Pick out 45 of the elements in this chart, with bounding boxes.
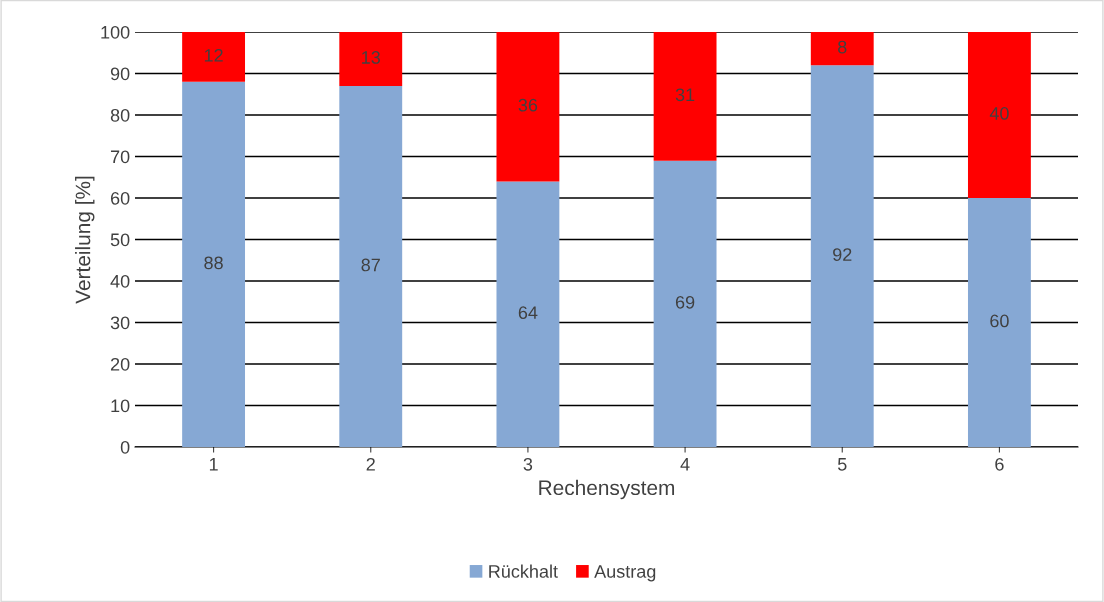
data-label: 13: [362, 51, 380, 64]
bar: [653, 160, 717, 447]
y-tick-label: 100: [101, 25, 130, 39]
x-tick-label: 6: [995, 457, 1004, 471]
bar: [182, 81, 246, 447]
legend-label: Rückhalt: [489, 564, 558, 578]
bar: [339, 32, 403, 86]
bar: [339, 85, 403, 447]
x-tick-label: 2: [366, 457, 375, 471]
bar: [967, 198, 1031, 447]
y-tick-label: 0: [120, 440, 130, 454]
bar: [182, 32, 246, 82]
y-tick-label: 40: [110, 274, 130, 288]
data-label: 60: [990, 314, 1009, 328]
y-tick-label: 70: [110, 150, 130, 164]
x-tick-label: 1: [209, 458, 218, 471]
y-tick-label: 90: [110, 67, 130, 81]
data-label: 31: [675, 88, 695, 102]
x-tick-label: 4: [680, 458, 690, 471]
bar: [967, 32, 1031, 198]
data-label: 40: [989, 107, 1009, 120]
x-tick-label: 3: [523, 457, 533, 471]
data-label: 36: [518, 98, 538, 112]
data-label: 88: [204, 256, 223, 270]
bar: [496, 32, 560, 182]
x-tick-label: 5: [837, 458, 847, 471]
y-tick-label: 60: [110, 191, 130, 205]
bar: [810, 32, 874, 66]
data-label: 92: [833, 248, 852, 261]
x-axis-title: Rechensystem: [539, 479, 675, 500]
data-label: 64: [518, 306, 538, 320]
y-tick-label: 10: [111, 399, 130, 413]
y-axis-title: Verteilung [%]: [75, 176, 95, 304]
data-label: 8: [838, 40, 847, 54]
y-tick-label: 80: [110, 108, 130, 122]
data-label: 12: [204, 48, 223, 62]
y-tick-label: 50: [110, 233, 130, 247]
bar: [653, 32, 717, 161]
y-tick-label: 20: [110, 357, 130, 371]
bar: [496, 181, 560, 447]
bar: [810, 65, 874, 447]
y-tick-label: 30: [110, 316, 130, 330]
legend-label: Austrag: [594, 565, 656, 582]
data-label: 87: [361, 258, 380, 272]
data-label: 69: [675, 295, 695, 309]
